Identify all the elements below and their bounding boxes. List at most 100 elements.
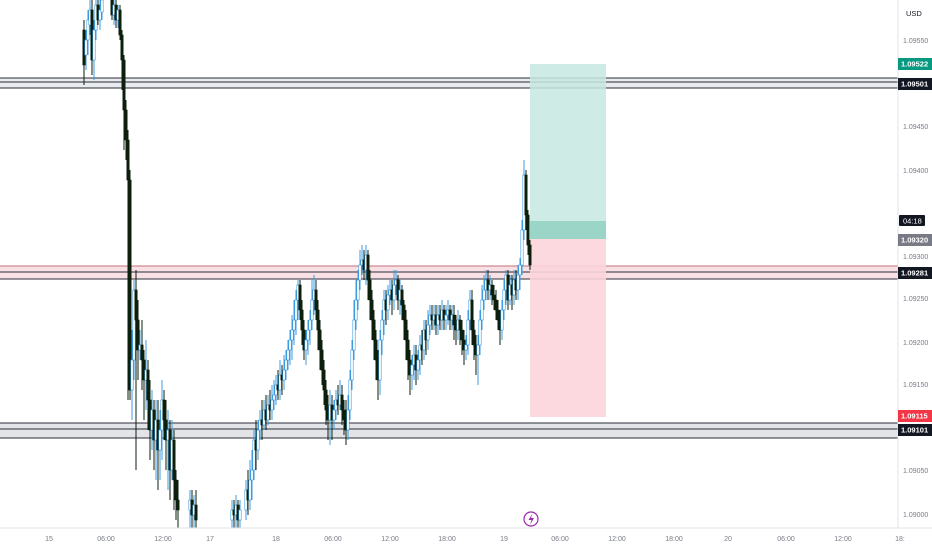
candle-body [270, 399, 274, 411]
candle-body [176, 499, 180, 511]
countdown-label: 04:18 [899, 215, 925, 226]
price-label-box [898, 424, 932, 436]
candle-body [310, 299, 314, 321]
candle-body [86, 19, 90, 41]
candle-body [518, 264, 522, 276]
candle-body [194, 504, 198, 521]
candle-body [366, 254, 370, 281]
candle-body [290, 329, 294, 341]
candle-body [378, 339, 382, 381]
time-tick: 06:00 [97, 536, 115, 543]
price-tick: 1.09400 [903, 168, 928, 175]
candle-body [516, 274, 520, 291]
candle-body [368, 279, 372, 301]
long-position-tool[interactable] [530, 64, 606, 417]
candle-body [92, 29, 96, 61]
candle-body [98, 9, 102, 21]
candle-body [298, 284, 302, 311]
support-zone [0, 423, 898, 438]
candle-body [248, 479, 252, 501]
candle-body [402, 304, 406, 321]
time-axis[interactable]: 15 06:00 12:00 17 18 06:00 12:00 18:00 19 06:00 12… [0, 527, 932, 550]
candle-body [316, 309, 320, 331]
price-label-box [898, 410, 932, 422]
price-tick: 1.09200 [903, 340, 928, 347]
candle-body [356, 279, 360, 301]
candle-body [158, 429, 162, 451]
price-tick: 1.09050 [903, 468, 928, 475]
time-axis-background [0, 528, 932, 550]
candle-body [352, 319, 356, 351]
candle-body [174, 479, 178, 501]
price-tick: 1.09000 [903, 512, 928, 519]
candle-body [172, 439, 176, 481]
candle-body [350, 349, 354, 381]
candle-body [452, 314, 456, 326]
price-tick: 1.09450 [903, 124, 928, 131]
candle-body [238, 509, 242, 521]
candle-body [526, 214, 530, 246]
candle-body [134, 289, 138, 321]
candle-body [272, 394, 276, 401]
time-tick: 12:00 [381, 536, 399, 543]
time-tick: 18:00 [665, 536, 683, 543]
lightning-icon[interactable] [523, 511, 539, 527]
candle-body [266, 404, 270, 421]
price-tick: 1.09550 [903, 38, 928, 45]
candle-body [308, 319, 312, 331]
candle-body [132, 289, 136, 361]
candle-body [284, 359, 288, 371]
candle-body [476, 344, 480, 356]
countdown-text: 04:18 [903, 217, 922, 226]
candle-body [286, 349, 290, 361]
time-tick: 12:00 [834, 536, 852, 543]
candle-body [418, 344, 422, 361]
price-labels: 1.09522 1.09501 1.09320 1.09281 1.09115 1.091… [898, 58, 932, 436]
candle-body [520, 229, 524, 266]
candle-body [400, 289, 404, 306]
candle-body [252, 439, 256, 471]
price-label: 1.09501 [901, 80, 928, 89]
candle-body [490, 284, 494, 296]
time-tick: 06:00 [324, 536, 342, 543]
time-ticks: 15 06:00 12:00 17 18 06:00 12:00 18:00 19 06:00 12… [45, 536, 905, 543]
candle-body [140, 344, 144, 361]
price-label: 1.09281 [901, 269, 928, 278]
stop-area [530, 239, 606, 417]
candle-body [288, 339, 292, 351]
candle-body [500, 309, 504, 331]
candle-body [84, 39, 88, 56]
price-label-box [898, 78, 932, 90]
candle-body [416, 359, 420, 371]
candle-body [444, 314, 448, 321]
price-tick: 1.09300 [903, 254, 928, 261]
candles-layer [82, 0, 532, 528]
price-label-box [898, 267, 932, 279]
candle-body [278, 374, 282, 391]
candle-body [466, 319, 470, 346]
candle-body [528, 244, 532, 266]
candle-body [370, 299, 374, 321]
candle-body [524, 174, 528, 216]
price-axis[interactable]: USD 1.095501.094501.094001.093001.092501… [897, 0, 932, 550]
time-tick: 12:00 [154, 536, 172, 543]
price-label-box [898, 58, 932, 70]
entry-band [530, 221, 606, 239]
target-area [530, 64, 606, 221]
candle-body [306, 329, 310, 341]
candle-body [470, 299, 474, 331]
candle-body [282, 369, 286, 381]
candle-body [120, 34, 124, 61]
candle-body [122, 59, 126, 111]
candle-body [346, 409, 350, 431]
upper-zone [0, 78, 898, 88]
candle-body [118, 9, 122, 36]
time-tick: 12:00 [608, 536, 626, 543]
candle-body [374, 339, 378, 361]
candle-body [146, 369, 150, 401]
time-tick: 15 [45, 536, 53, 543]
candle-body [480, 299, 484, 321]
candle-body [126, 139, 130, 181]
candle-body [464, 344, 468, 351]
